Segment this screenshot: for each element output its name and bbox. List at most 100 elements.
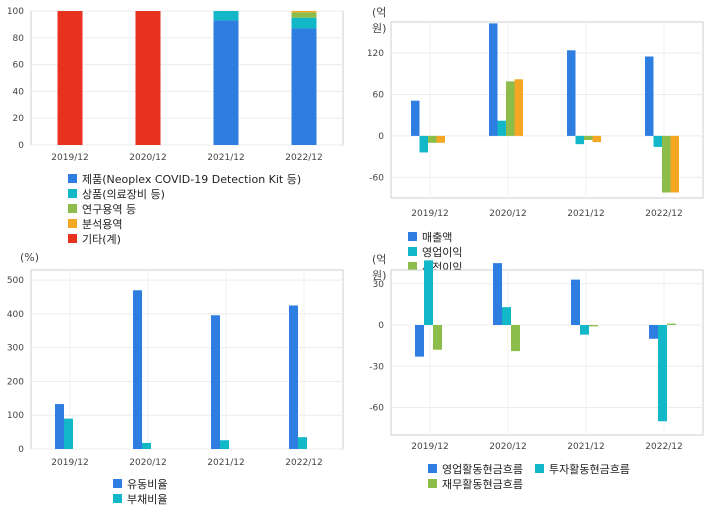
legend-item: 연구용역 등 — [68, 201, 301, 216]
y-tick-label: 500 — [7, 276, 24, 286]
y-tick-label: 80 — [13, 34, 25, 44]
bar — [57, 11, 83, 145]
plot-area — [390, 269, 704, 436]
y-tick-label: 30 — [373, 280, 385, 290]
legend-swatch — [68, 174, 77, 183]
legend-label: 기타(계) — [82, 232, 121, 246]
y-tick-label: 100 — [7, 411, 24, 421]
bar — [658, 325, 667, 422]
x-tick-label: 2020/12 — [489, 442, 526, 452]
y-tick-label: 120 — [367, 49, 384, 59]
bar — [289, 305, 298, 449]
y-tick-label: 0 — [378, 321, 384, 331]
legend-item: 부채비율 — [113, 491, 167, 506]
bar — [424, 260, 433, 325]
legend-label: 분석용역 — [82, 217, 123, 231]
plot-area — [30, 10, 344, 146]
y-tick-label: 100 — [7, 7, 24, 17]
y-tick-label: -30 — [369, 362, 384, 372]
bar — [670, 135, 679, 193]
legend-item: 유동비율 — [113, 476, 167, 491]
legend-swatch — [68, 219, 77, 228]
legend-swatch — [428, 464, 437, 473]
legend-label: 유동비율 — [127, 477, 168, 491]
legend-item: 재무활동현금흐름 — [428, 476, 523, 491]
x-tick-label: 2019/12 — [51, 458, 88, 468]
y-tick-label: 0 — [18, 445, 24, 455]
bar — [580, 325, 589, 335]
legend-swatch — [68, 204, 77, 213]
x-tick-label: 2019/12 — [411, 209, 448, 219]
bar — [589, 325, 598, 327]
bar — [493, 263, 502, 325]
legend-label: 투자활동현금흐름 — [548, 462, 630, 476]
legend-item: 영업활동현금흐름 — [428, 461, 523, 476]
bar — [411, 100, 420, 136]
bar — [645, 56, 654, 136]
bar — [291, 28, 317, 146]
bar — [653, 135, 662, 147]
legend-swatch — [534, 464, 544, 473]
bar — [662, 135, 671, 193]
legend-item: 제품(Neoplex COVID-19 Detection Kit 등) — [68, 171, 301, 186]
x-tick-label: 2021/12 — [207, 153, 244, 163]
bar — [571, 279, 580, 325]
x-tick-label: 2022/12 — [645, 209, 682, 219]
bar — [142, 442, 151, 449]
bar — [497, 120, 506, 136]
legend-swatch — [113, 479, 122, 488]
plot-area — [390, 21, 704, 199]
bar — [64, 418, 73, 449]
bar — [55, 404, 64, 449]
bar — [415, 325, 424, 357]
composition-legend: 제품(Neoplex COVID-19 Detection Kit 등) 상품(의… — [68, 171, 301, 246]
bar — [584, 135, 593, 141]
income-unit-label: (억원) — [372, 6, 387, 35]
y-tick-label: 300 — [7, 344, 24, 354]
bar — [133, 290, 142, 449]
x-tick-label: 2020/12 — [489, 209, 526, 219]
legend-label: 매출액 — [422, 230, 453, 244]
legend-item: 상품(의료장비 등) — [68, 186, 301, 201]
bar — [428, 135, 437, 143]
y-tick-label: 400 — [7, 310, 24, 320]
legend-label: 제품(Neoplex COVID-19 Detection Kit 등) — [82, 172, 302, 186]
x-tick-label: 2019/12 — [51, 153, 88, 163]
legend-label: 상품(의료장비 등) — [82, 187, 165, 201]
legend-label: 연구용역 등 — [82, 202, 137, 216]
ratio-chart: 0 100 200 300 400 500 2019/12 2020/12 2021/12 202… — [7, 269, 344, 468]
bar — [291, 11, 317, 13]
x-tick-label: 2019/12 — [411, 442, 448, 452]
bar — [419, 135, 428, 153]
legend-label: 부채비율 — [127, 492, 168, 506]
legend-swatch — [68, 189, 77, 198]
x-tick-label: 2021/12 — [567, 442, 604, 452]
bar — [213, 20, 239, 146]
legend-item: 분석용역 — [68, 216, 301, 231]
cashflow-unit-label: (억원) — [372, 253, 387, 282]
legend-swatch — [68, 234, 77, 243]
bar — [514, 79, 523, 136]
composition-chart: 0 20 40 60 80 100 2019/12 2020/12 2021/12 2022/12 — [7, 7, 344, 163]
y-tick-label: 40 — [13, 87, 25, 97]
legend-item: 투자활동현금흐름 — [534, 461, 630, 476]
legend-swatch — [408, 262, 417, 271]
bar — [211, 315, 220, 449]
bar — [298, 437, 307, 449]
y-tick-label: 200 — [7, 377, 24, 387]
y-tick-label: 20 — [13, 114, 25, 124]
bar — [649, 325, 658, 339]
bar — [135, 11, 161, 145]
legend-item: 기타(계) — [68, 231, 301, 246]
bar — [567, 50, 576, 136]
x-tick-label: 2022/12 — [285, 153, 322, 163]
bar — [502, 307, 511, 325]
bar — [511, 325, 520, 352]
bar — [506, 81, 515, 136]
x-tick-label: 2022/12 — [285, 458, 322, 468]
bar — [291, 12, 317, 18]
cashflow-chart: -60 -30 0 30 2019/12 2020/12 2021/12 2022/12 — [369, 260, 704, 452]
ratio-unit-label: (%) — [20, 251, 40, 264]
legend-label: 영업활동현금흐름 — [442, 462, 523, 476]
